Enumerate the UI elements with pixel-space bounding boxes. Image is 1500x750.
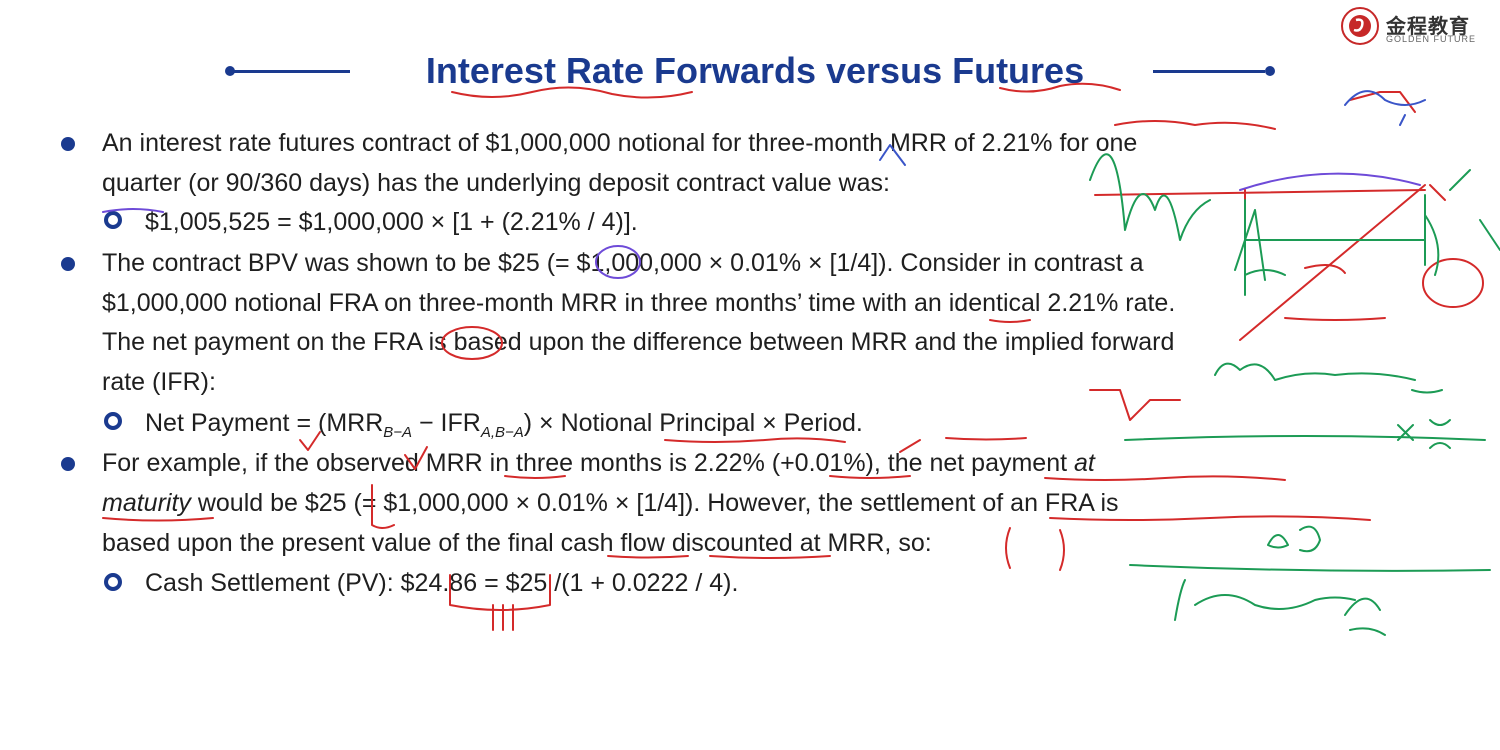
bullet-2-line-4: rate (IFR): [102, 368, 216, 396]
bullet-3-line-3: based upon the present value of the fina… [102, 529, 932, 557]
bullet-2-line-3: The net payment on the FRA is based upon… [102, 328, 1175, 356]
sub-bullet-1-text: $1,005,525 = $1,000,000 × [1 + (2.21% / … [145, 208, 638, 236]
bullet-2-line-2: $1,000,000 notional FRA on three-month M… [102, 289, 1176, 317]
title-right-dot [1265, 66, 1275, 76]
logo-seal-icon [1341, 7, 1379, 45]
formula-sub-ifr: A,B−A [480, 424, 524, 441]
green-handwriting [1089, 153, 1500, 636]
cash-settlement-formula: Cash Settlement (PV): $24.86 = $25 /(1 +… [145, 569, 739, 597]
bullet-2-line-1: The contract BPV was shown to be $25 (= … [102, 249, 1144, 277]
logo: 金程教育 GOLDEN FUTURE [1340, 6, 1490, 46]
bullet-1-line-2: quarter (or 90/360 days) has the underly… [102, 169, 890, 197]
bullet-3-line-2-italic: maturity [102, 489, 191, 517]
net-payment-formula: Net Payment = (MRRB−A − IFRA,B−A) × Noti… [145, 408, 863, 448]
logo-chinese-text: 金程教育 [1386, 16, 1470, 38]
bullet-2 [61, 257, 75, 271]
sub-bullet-1 [104, 211, 122, 229]
title-left-rule [230, 70, 350, 73]
page-title: Interest Rate Forwards versus Futures [425, 50, 1085, 91]
bullet-1-line-1: An interest rate futures contract of $1,… [102, 129, 1138, 157]
formula-part-ifr: − IFR [412, 409, 481, 437]
bullet-1 [61, 137, 75, 151]
bullet-3-line-1-italic: at [1074, 449, 1095, 477]
bullet-3-line-2: maturity would be $25 (= $1,000,000 × 0.… [102, 488, 1119, 518]
bullet-3-line-1: For example, if the observed MRR in thre… [102, 448, 1095, 478]
bullet-3-line-1-text: For example, if the observed MRR in thre… [102, 449, 1074, 477]
title-right-rule [1153, 70, 1265, 73]
title-bar: Interest Rate Forwards versus Futures [225, 48, 1275, 96]
formula-sub-mrr: B−A [383, 424, 413, 441]
logo-english-text: GOLDEN FUTURE [1386, 34, 1477, 44]
formula-part-rest: ) × Notional Principal × Period. [523, 409, 863, 437]
sub-bullet-2 [104, 412, 122, 430]
sub-bullet-3 [104, 573, 122, 591]
bullet-3-line-2-text: would be $25 (= $1,000,000 × 0.01% × [1/… [190, 489, 1119, 517]
bullet-3 [61, 457, 75, 471]
formula-part-mrr: Net Payment = (MRR [145, 409, 384, 437]
